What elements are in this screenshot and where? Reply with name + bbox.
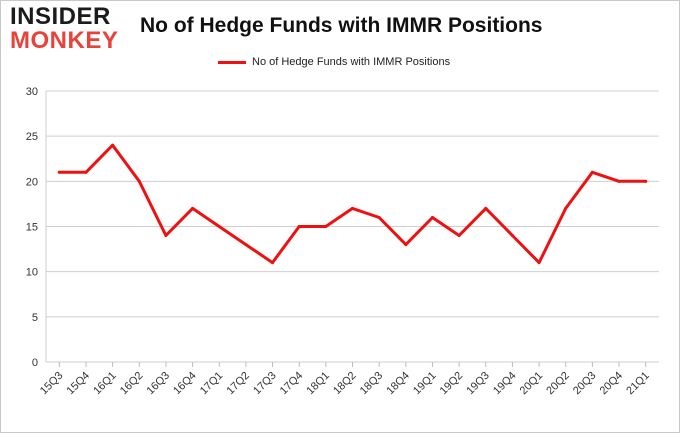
x-tick-label: 18Q1 (304, 370, 332, 398)
insider-monkey-logo: INSIDER MONKEY (10, 3, 132, 56)
legend-line-swatch (218, 60, 246, 64)
y-tick-label: 10 (26, 267, 38, 279)
x-tick-label: 20Q3 (571, 370, 599, 398)
data-point (644, 179, 648, 183)
x-tick-label: 16Q1 (91, 370, 119, 398)
logo-line-1: INSIDER (10, 3, 111, 30)
x-tick-label: 18Q2 (331, 370, 359, 398)
x-tick-label: 19Q4 (491, 370, 519, 398)
data-point (404, 243, 408, 247)
data-point (137, 179, 141, 183)
data-point (351, 206, 354, 210)
x-tick-label: 16Q3 (145, 370, 173, 398)
x-tick-label: 19Q1 (411, 370, 439, 398)
y-tick-label: 0 (32, 357, 38, 369)
data-point (297, 225, 301, 228)
data-point (590, 170, 594, 174)
data-point (457, 234, 461, 238)
data-point (564, 206, 568, 210)
chart-title: No of Hedge Funds with IMMR Positions (140, 14, 543, 37)
data-point (617, 179, 621, 183)
y-tick-label: 20 (26, 176, 38, 188)
x-tick-label: 20Q4 (598, 370, 626, 398)
y-tick-label: 5 (32, 312, 38, 324)
logo-line-2: MONKEY (10, 27, 119, 54)
x-tick-label: 16Q4 (171, 370, 199, 398)
x-tick-label: 17Q4 (278, 370, 306, 398)
x-tick-label: 17Q1 (198, 370, 226, 398)
series-line (57, 143, 648, 265)
legend-label: No of Hedge Funds with IMMR Positions (252, 56, 451, 68)
chart-legend: No of Hedge Funds with IMMR Positions (218, 56, 450, 68)
x-tick-label: 17Q2 (224, 370, 252, 398)
data-point (430, 215, 434, 219)
data-point (191, 206, 195, 210)
x-tick-label: 17Q3 (251, 370, 279, 398)
x-tick-label: 20Q2 (544, 370, 572, 398)
data-point (57, 170, 61, 174)
data-point (164, 234, 168, 238)
x-tick-label: 16Q2 (118, 370, 146, 398)
y-tick-label: 25 (26, 131, 38, 143)
data-point (537, 261, 541, 265)
x-tick-label: 21Q1 (624, 370, 652, 398)
data-point (324, 225, 328, 228)
data-point (271, 261, 275, 265)
data-point (111, 143, 115, 147)
x-tick-label: 19Q3 (464, 370, 492, 398)
x-tick-label: 18Q4 (384, 370, 412, 398)
data-point (84, 170, 88, 174)
x-tick-label: 18Q3 (358, 370, 386, 398)
y-tick-label: 30 (26, 86, 38, 98)
data-point (484, 206, 488, 210)
x-tick-label: 19Q2 (438, 370, 466, 398)
data-point (217, 225, 221, 228)
x-tick-label: 15Q4 (65, 370, 93, 398)
data-point (377, 215, 381, 219)
data-point (510, 234, 514, 238)
y-tick-label: 15 (26, 222, 38, 234)
x-tick-label: 15Q3 (38, 370, 66, 398)
data-point (244, 243, 248, 247)
x-tick-label: 20Q1 (518, 370, 546, 398)
